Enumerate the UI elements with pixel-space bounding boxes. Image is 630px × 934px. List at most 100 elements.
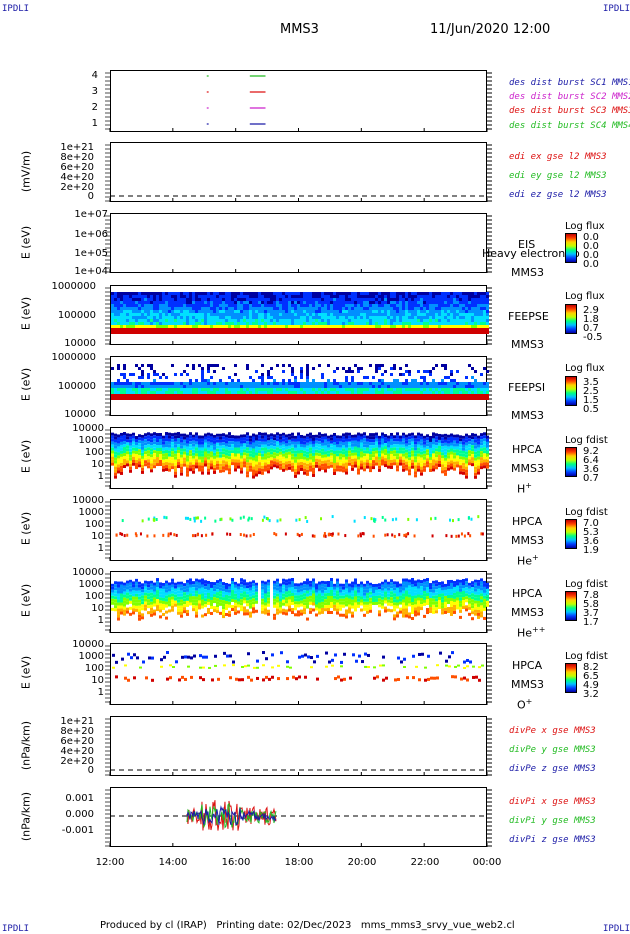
hpca-h-cell [156,460,159,464]
feepse-cell [336,307,339,310]
hpca-h-cell [186,473,189,477]
hpca-h-cell [288,448,291,452]
feepse-cell [246,328,249,331]
hpca-he1-cell [344,534,347,538]
feepse-cell [237,298,240,301]
hpca-h-cell [246,438,249,442]
feepse-cell [204,328,207,331]
hpca-h-cell [435,442,438,446]
hpca-h-cell [375,450,378,454]
hpca-h-cell [222,454,225,458]
feepse-cell [309,319,312,322]
hpca-h-cell [162,450,165,454]
feepsi-cell [423,397,426,400]
hpca-he2-cell [111,601,114,605]
feepse-cell [348,316,351,319]
feepse-cell [141,292,144,295]
feepse-cell [252,310,255,313]
feepsi-cell [201,382,204,385]
feepse-cell [363,322,366,325]
feepse-cell [267,322,270,325]
hpca-h-cell [411,432,414,436]
feepse-cell [444,298,447,301]
feepse-cell [168,307,171,310]
feepse-cell [111,310,114,313]
hpca-h-cell [276,459,279,463]
feepse-cell [465,310,468,313]
hpca-h-cell [363,453,366,457]
legend-divpi-x: divPi x gse MMS3 [509,797,596,807]
feepse-cell [468,295,471,298]
feepsi-cell [324,388,327,391]
feepse-cell [228,319,231,322]
feepsi-cell [246,394,249,397]
hpca-h-cell [273,455,276,459]
feepse-cell [273,319,276,322]
feepse-cell [360,328,363,331]
hpca-h-cell [117,434,120,438]
feepsi-cell [390,397,393,400]
feepse-cell [138,328,141,331]
hpca-h-cell [306,436,309,440]
feepsi-cell [135,385,138,388]
feepse-cell [405,331,408,334]
feepsi-cell [219,391,222,394]
hpca-h-cell [165,465,168,469]
hpca-h-cell [255,464,258,468]
hpca-h-cell [126,457,129,461]
hpca-h-cell [120,453,123,457]
hpca-h-cell [330,458,333,462]
feepse-cell [375,322,378,325]
hpca-h-cell [180,433,183,437]
feepse-cell [384,301,387,304]
tick-hpca_he1: 100 [84,519,104,530]
hpca-h-cell [252,436,255,440]
feepse-cell [246,292,249,295]
feepsi-cell [255,397,258,400]
hpca-h-cell [219,463,222,467]
hpca-h-cell [204,436,207,440]
feepse-cell [111,325,114,328]
tick-divpi-2: -0.001 [61,825,94,836]
feepsi-cell [153,391,156,394]
corner-label-tl: IPDLI [2,4,30,14]
feepsi-cell [306,376,309,379]
feepse-cell [216,328,219,331]
cbar-tick-eis-2: 0.0 [583,250,599,261]
hpca-h-cell [480,448,483,452]
feepse-cell [339,313,342,316]
feepsi-cell [210,388,213,391]
feepsi-cell [297,385,300,388]
feepse-cell [456,313,459,316]
hpca-h-cell [291,435,294,439]
feepse-cell [348,325,351,328]
feepse-cell [324,319,327,322]
feepsi-cell [120,382,123,385]
hpca-h-cell [315,455,318,459]
hpca-h-cell [135,453,138,457]
feepsi-cell [207,370,210,373]
feepse-cell [420,328,423,331]
feepse-cell [183,316,186,319]
feepsi-cell [366,385,369,388]
feepse-cell [339,310,342,313]
hpca-h-cell [180,457,183,461]
feepse-cell [177,328,180,331]
hpca-h-cell [120,441,123,445]
hpca-h-cell [426,461,429,465]
hpca-h-cell [147,459,150,463]
feepse-cell [471,319,474,322]
feepse-cell [426,325,429,328]
feepsi-cell [411,382,414,385]
hpca-h-cell [276,435,279,439]
hpca-h-cell [351,461,354,465]
feepsi-cell [117,397,120,400]
feepse-cell [186,307,189,310]
feepse-cell [408,310,411,313]
feepse-cell [258,310,261,313]
feepsi-cell [318,385,321,388]
feepse-cell [273,310,276,313]
feepsi-cell [147,391,150,394]
hpca-h-cell [111,456,114,460]
feepse-cell [162,298,165,301]
